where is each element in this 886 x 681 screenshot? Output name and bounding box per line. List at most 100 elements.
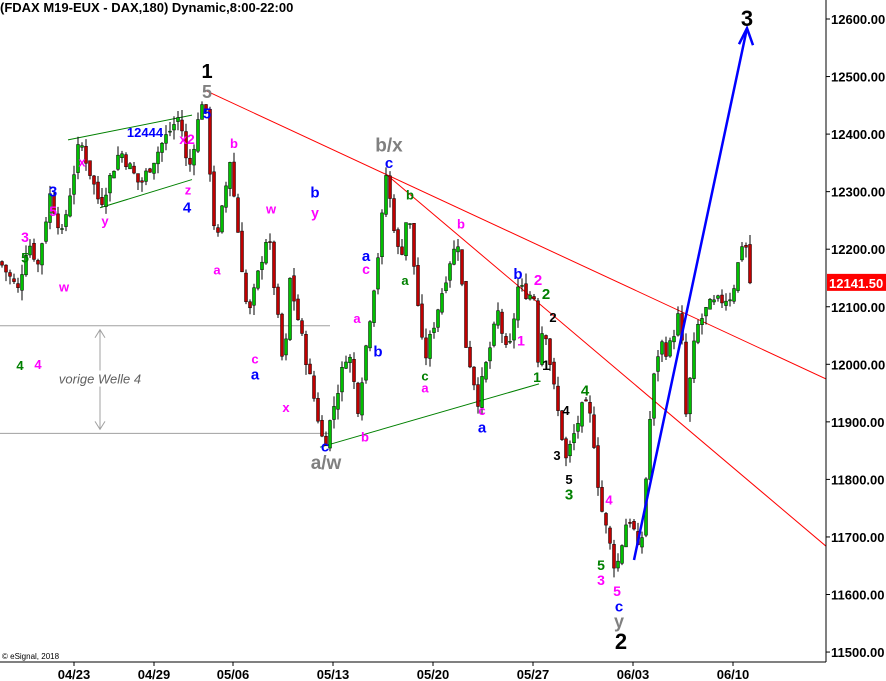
candle-body xyxy=(436,309,440,328)
candle-body xyxy=(572,433,576,444)
candle-body xyxy=(16,283,20,288)
x-tick-label: 05/20 xyxy=(417,667,450,681)
candle-body xyxy=(488,347,492,362)
candle-body xyxy=(96,181,100,200)
candle-body xyxy=(660,341,664,355)
candle-body xyxy=(664,342,668,357)
candle-body xyxy=(148,168,152,173)
wave-label: c xyxy=(385,155,393,172)
chart-title: (FDAX M19-EUX - DAX,180) Dynamic,8:00-22… xyxy=(0,0,294,15)
wave-label: 3 xyxy=(741,6,753,31)
wave-label: c xyxy=(251,352,258,367)
candle-body xyxy=(116,154,120,170)
candle-body xyxy=(108,175,112,194)
candle-body xyxy=(48,193,52,223)
candle-body xyxy=(140,180,144,183)
candle-body xyxy=(712,299,716,303)
candle-body xyxy=(68,195,72,217)
y-tick-label: 11500.00 xyxy=(831,645,885,660)
candle-body xyxy=(408,223,412,225)
candle-body xyxy=(184,131,188,159)
candle-body xyxy=(284,338,288,356)
candle-body xyxy=(248,301,252,309)
y-tick-label: 12100.00 xyxy=(831,300,885,315)
candle-body xyxy=(88,160,92,176)
candle-body xyxy=(72,174,76,195)
wave-label: 4 xyxy=(34,357,42,372)
wave-label: 4 xyxy=(581,382,590,399)
wave-label: 5 xyxy=(613,583,621,599)
candle-body xyxy=(424,337,428,359)
candle-body xyxy=(40,243,44,266)
candle-body xyxy=(92,175,96,185)
candle-body xyxy=(208,108,212,175)
candle-body xyxy=(684,341,688,415)
candle-body xyxy=(224,185,228,208)
candle-body xyxy=(440,293,444,313)
wave-label: c xyxy=(421,368,428,383)
candle-body xyxy=(212,171,216,227)
wave-label: 5 xyxy=(203,106,211,123)
candle-body xyxy=(216,227,220,233)
candle-body xyxy=(260,261,264,270)
wave-label: b xyxy=(457,216,465,231)
candle-body xyxy=(204,104,208,111)
candle-body xyxy=(504,336,508,345)
candle-body xyxy=(652,373,656,419)
candle-body xyxy=(624,524,628,548)
last-price-badge xyxy=(827,273,886,291)
candle-body xyxy=(704,307,708,317)
candle-body xyxy=(604,513,608,526)
candle-body xyxy=(176,117,180,122)
y-tick-label: 12400.00 xyxy=(831,127,885,142)
wave-label: 12444 xyxy=(127,125,164,140)
candle-body xyxy=(104,194,108,207)
candle-body xyxy=(428,334,432,359)
candle-body xyxy=(448,263,452,281)
candle-body xyxy=(632,521,636,530)
wave-label: 5 xyxy=(21,250,29,266)
candle-body xyxy=(388,175,392,199)
wave-label: a xyxy=(421,380,429,395)
candle-body xyxy=(720,294,724,304)
wave-label: 4 xyxy=(183,199,192,216)
candle-body xyxy=(568,443,572,457)
candle-body xyxy=(236,197,240,233)
candle-body xyxy=(392,198,396,231)
candle-body xyxy=(56,213,60,229)
candle-body xyxy=(648,419,652,480)
candle-body xyxy=(728,299,732,302)
copyright-text: © eSignal, 2018 xyxy=(2,652,60,661)
candle-body xyxy=(676,313,680,336)
candle-body xyxy=(60,228,64,230)
candle-body xyxy=(84,145,88,164)
wave-label: 2 xyxy=(542,286,550,303)
candle-body xyxy=(708,298,712,310)
candle-body xyxy=(24,254,28,276)
candle-body xyxy=(588,402,592,414)
candle-body xyxy=(700,318,704,326)
range-arrow-up-icon xyxy=(94,328,106,339)
candle-body xyxy=(464,281,468,348)
candle-body xyxy=(544,335,548,340)
candle-body xyxy=(288,277,292,340)
candle-body xyxy=(152,162,156,174)
range-arrow-down-icon xyxy=(94,421,106,431)
candle-body xyxy=(316,398,320,422)
candle-body xyxy=(536,300,540,363)
candle-body xyxy=(512,318,516,341)
x-tick-label: 04/23 xyxy=(58,667,91,681)
candle-body xyxy=(400,246,404,255)
candle-body xyxy=(580,402,584,427)
candle-body xyxy=(240,230,244,273)
candle-body xyxy=(296,298,300,321)
candle-body xyxy=(276,286,280,315)
wave-label: b xyxy=(406,188,414,203)
candle-body xyxy=(8,272,12,277)
candle-body xyxy=(372,290,376,323)
candle-body xyxy=(312,375,316,399)
wave-label: c xyxy=(615,598,623,615)
candle-body xyxy=(688,377,692,415)
candle-body xyxy=(692,340,696,379)
candle-body xyxy=(112,170,116,179)
